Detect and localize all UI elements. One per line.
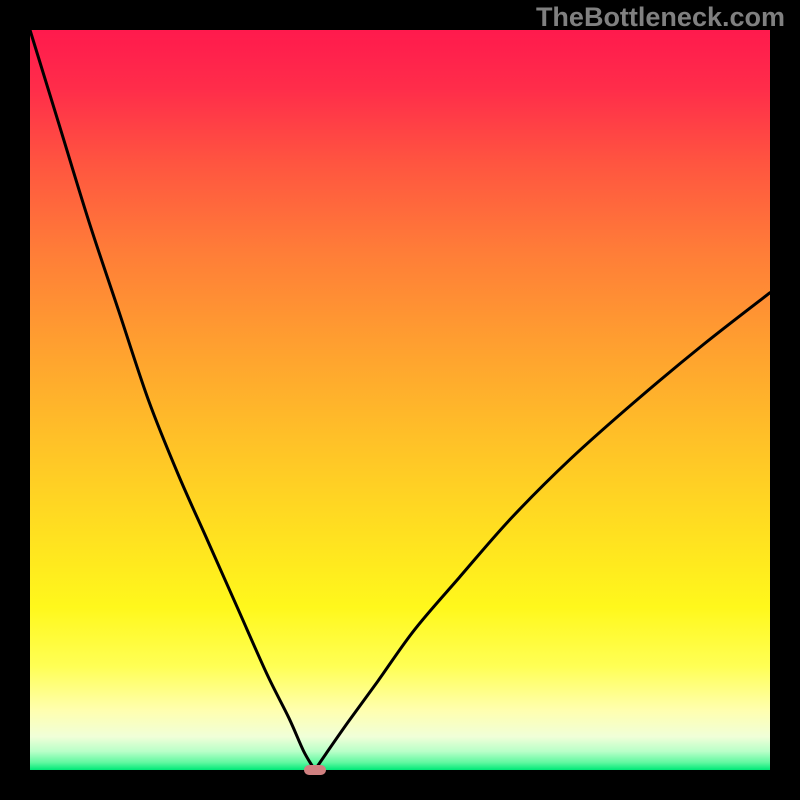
watermark-text: TheBottleneck.com [536,2,785,33]
curve-left-branch [30,30,315,770]
curve-right-branch [315,293,770,770]
chart-stage: TheBottleneck.com [0,0,800,800]
curve-layer [0,0,800,800]
minimum-marker [304,765,326,775]
